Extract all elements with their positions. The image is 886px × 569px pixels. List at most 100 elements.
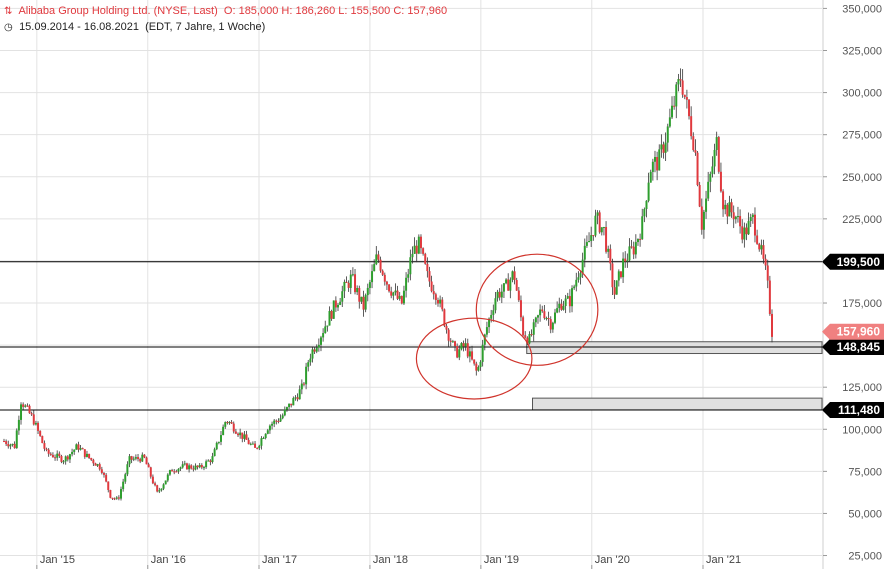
candle-body [105,474,108,482]
candle-body [377,254,380,260]
candle-body [51,454,54,458]
candle-body [273,420,276,424]
candle-body [232,423,235,432]
candle-body [717,137,720,172]
candle-body [647,182,650,201]
candle-body [41,435,44,444]
x-axis: Jan '15 Jan '16 Jan '17 Jan '18 Jan '19 Jan '… [36,554,741,569]
candle-body [398,295,401,299]
candle-body [94,463,97,466]
y-tick-label: 100,000 [842,424,882,436]
support-zone [526,341,823,355]
candle-body [330,311,333,319]
candle-body [32,414,35,425]
level-badge-shape [822,339,884,356]
candle-body [237,433,240,436]
instrument-name: Alibaba Group Holding Ltd. (NYSE, Last) [18,5,218,17]
candle-body [224,422,227,427]
candle-body [556,308,559,313]
candle-body [385,281,388,285]
candle-body [277,421,280,423]
candle-body [751,214,754,218]
candle-body [275,420,278,422]
x-tick-label: Jan '18 [373,554,408,566]
candle-body [383,274,386,282]
candle-body [562,306,565,310]
candle-body [449,340,452,342]
candle-body [594,215,597,236]
y-tick-label: 325,000 [842,46,882,58]
candle-body [734,216,737,220]
candle-body [166,474,169,481]
candle-body [371,271,374,283]
candle-body [400,295,403,304]
candle-body [343,281,346,292]
candle-body [73,449,76,452]
candle-body [249,443,252,445]
candle-body [28,405,31,414]
candle-body [102,472,105,475]
candle-body [71,451,74,455]
candle-body [702,211,705,230]
candle-body [264,433,267,439]
candle-body [3,441,5,443]
candle-body [456,346,459,358]
candle-body [619,271,622,278]
candle-body [7,444,10,447]
candle-body [258,445,261,449]
candle-body [196,465,199,468]
candle-body [77,444,80,450]
candle-body [617,271,620,281]
candle-body [590,235,593,242]
candle-body [634,242,637,255]
candle-body [83,449,86,457]
candle-body [411,253,414,258]
candle-body [22,404,25,407]
x-tick-label: Jan '17 [262,554,297,566]
level-badge-label: 111,480 [838,403,880,417]
candle-body [694,150,697,153]
candle-body [596,212,599,216]
candle-body [47,449,50,454]
candle-body [668,117,671,127]
candle-body [175,471,178,473]
candle-body [666,126,669,143]
candle-body [234,431,237,434]
candle-body [434,294,437,301]
candle-body [294,397,297,399]
candle-body [560,303,563,310]
candle-body [100,469,103,473]
y-tick-label: 125,000 [842,382,882,394]
candle-body [88,453,91,459]
candle-body [120,489,123,499]
candle-body [239,432,242,436]
candle-body [554,312,557,323]
candle-body [645,200,648,210]
level-badge-label: 148,845 [837,340,881,354]
candle-body [753,214,756,236]
candle-body [37,422,40,431]
candle-body [64,456,67,462]
candle-body [139,458,142,462]
candle-body [764,258,767,266]
candle-body [577,277,580,280]
candle-body [507,279,510,291]
candle-body [405,277,408,291]
candle-body [656,157,659,171]
candle-body [462,343,465,347]
candle-body [5,441,8,445]
level-badge-shape [822,253,884,270]
candle-body [26,405,29,407]
candle-body [522,317,525,336]
candle-body [154,483,157,486]
candle-body [573,286,576,289]
candle-body [426,263,429,272]
candle-body [517,290,520,301]
candle-body [288,403,291,408]
candle-body [130,456,133,460]
candle-body [436,300,439,304]
candle-body [345,281,348,283]
candle-body [441,299,444,310]
candle-body [381,270,384,275]
